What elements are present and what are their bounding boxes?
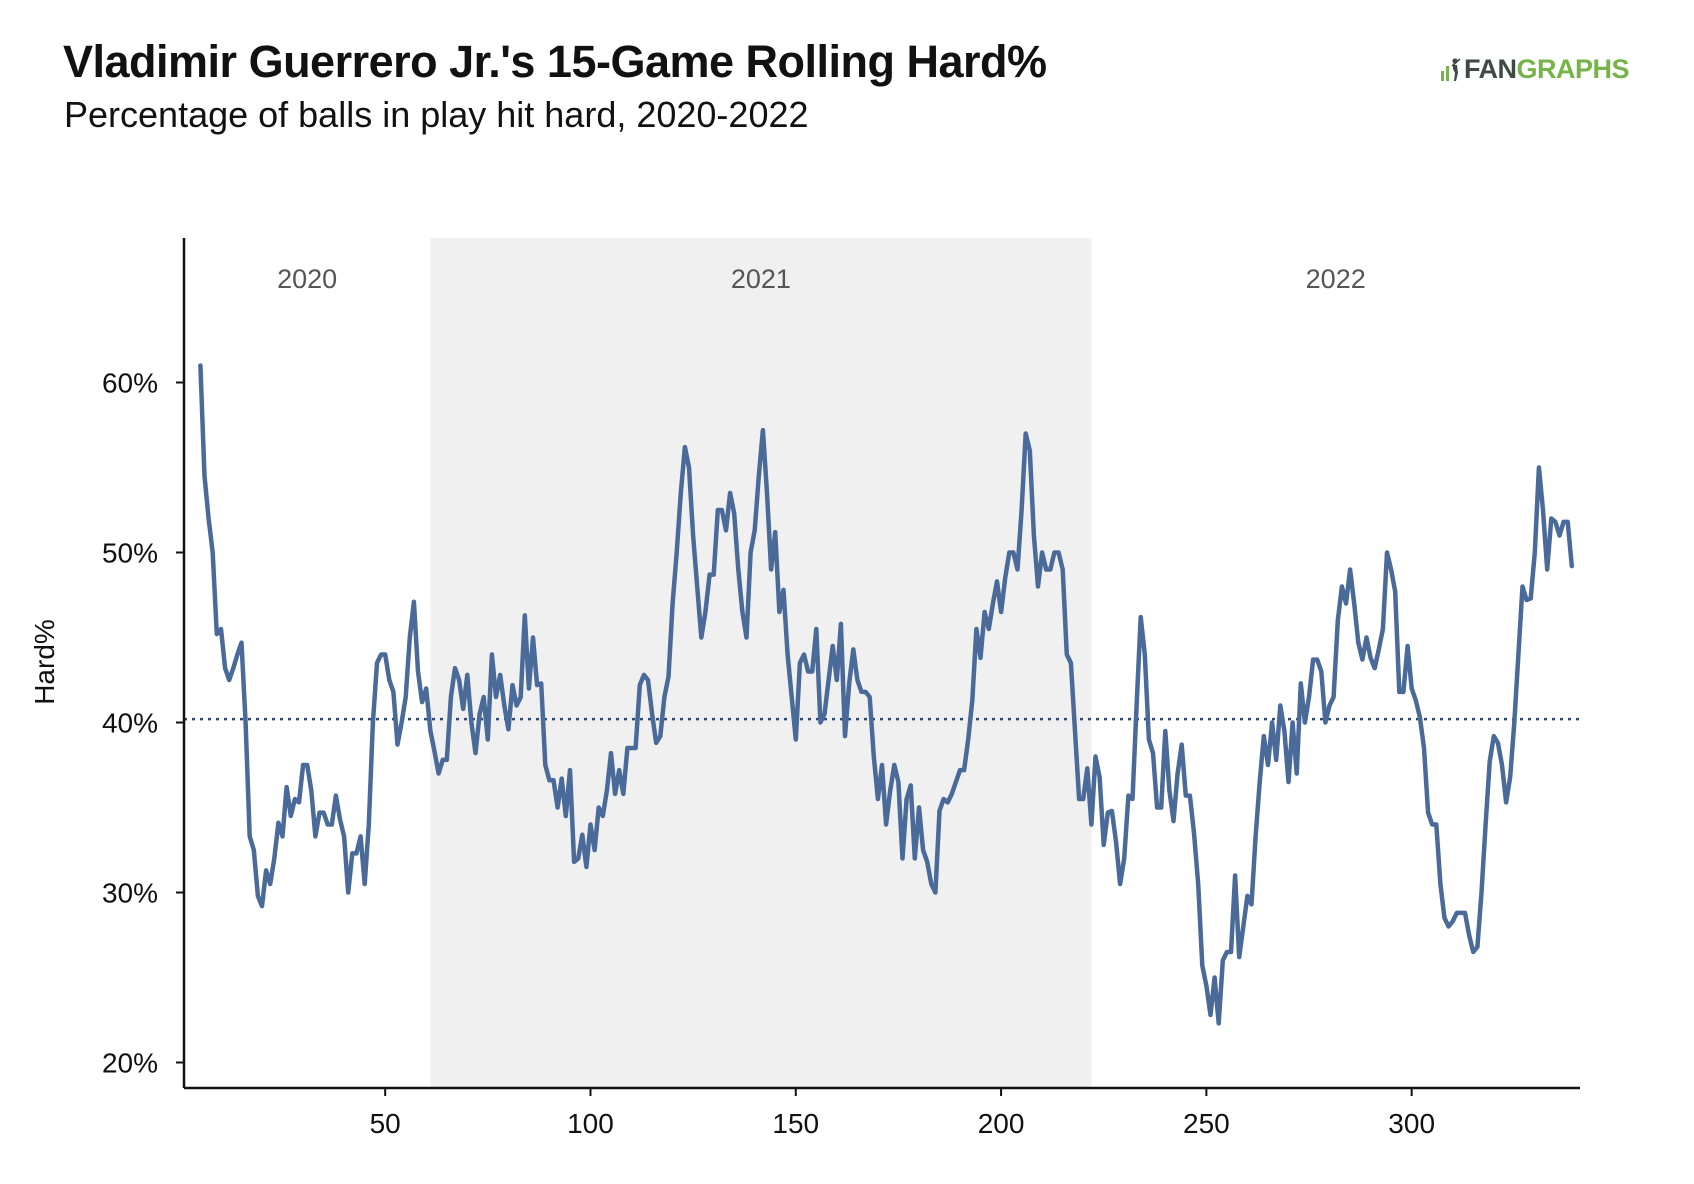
x-tick-label: 250 bbox=[1183, 1108, 1230, 1139]
fangraphs-logo: FAN GRAPHS bbox=[1440, 54, 1630, 85]
hard-pct-series-line bbox=[198, 363, 1575, 1026]
y-tick-label: 20% bbox=[102, 1048, 158, 1079]
season-label-2021: 2021 bbox=[731, 264, 791, 294]
x-axis-ticks: 50 100 150 200 250 300 bbox=[370, 1088, 1435, 1139]
y-tick-label: 30% bbox=[102, 878, 158, 909]
y-tick-label: 50% bbox=[102, 538, 158, 569]
y-tick-label: 60% bbox=[102, 368, 158, 399]
season-labels: 2020 2021 2022 bbox=[277, 264, 1366, 294]
batter-icon bbox=[1441, 57, 1461, 81]
season-shade-2021 bbox=[430, 238, 1092, 1088]
season-shading bbox=[430, 238, 1092, 1088]
season-label-2020: 2020 bbox=[277, 264, 337, 294]
chart-subtitle: Percentage of balls in play hit hard, 20… bbox=[64, 94, 809, 135]
axes bbox=[182, 238, 1580, 1090]
chart-title: Vladimir Guerrero Jr.'s 15-Game Rolling … bbox=[63, 36, 1047, 87]
series-line-layer bbox=[198, 363, 1575, 1026]
y-axis-label: Hard% bbox=[29, 619, 60, 705]
x-tick-label: 300 bbox=[1388, 1108, 1435, 1139]
x-tick-label: 150 bbox=[772, 1108, 819, 1139]
season-label-2022: 2022 bbox=[1306, 264, 1366, 294]
logo-text-fan: FAN bbox=[1464, 54, 1517, 84]
x-tick-label: 100 bbox=[567, 1108, 614, 1139]
x-tick-label: 200 bbox=[978, 1108, 1025, 1139]
x-tick-label: 50 bbox=[370, 1108, 401, 1139]
y-tick-label: 40% bbox=[102, 708, 158, 739]
y-axis-ticks: 20% 30% 40% 50% 60% bbox=[102, 368, 184, 1079]
logo-text-graphs: GRAPHS bbox=[1516, 54, 1630, 84]
